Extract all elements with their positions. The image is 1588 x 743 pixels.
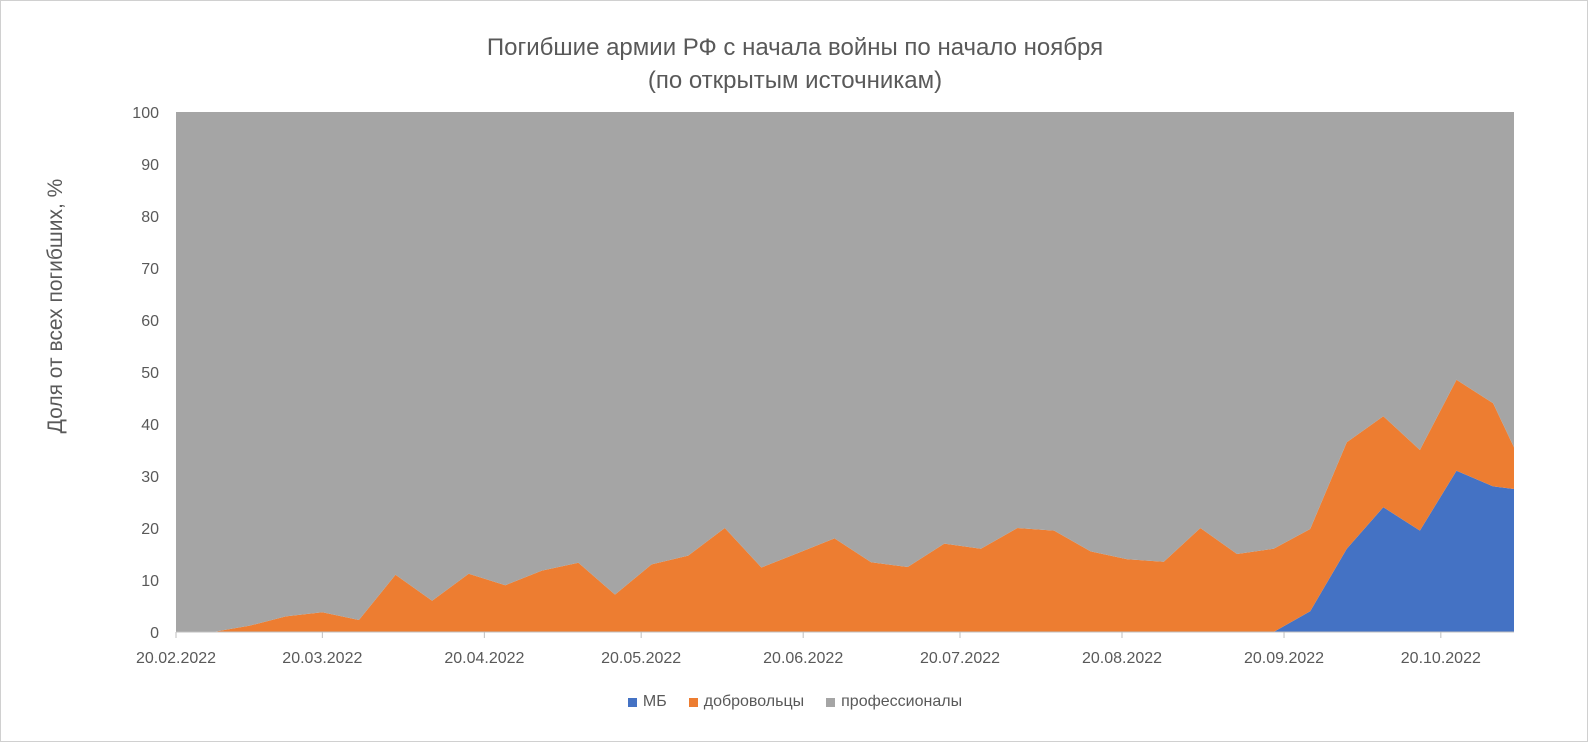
legend: МБ добровольцы профессионалы [1,693,1588,711]
y-tick-label: 60 [141,313,159,330]
legend-swatch-volunteers [688,697,698,707]
x-tick-label: 20.04.2022 [444,650,524,667]
y-tick-label: 100 [132,105,159,122]
x-tick-label: 20.09.2022 [1244,650,1324,667]
chart-title: Погибшие армии РФ с начала войны по нача… [486,34,1104,61]
chart-subtitle: (по открытым источникам) [647,67,943,94]
legend-item-volunteers: добровольцы [688,693,805,711]
y-tick-label: 80 [141,209,159,226]
y-tick-label: 30 [141,469,159,486]
area-mb [176,470,1514,632]
y-tick-label: 70 [141,261,159,278]
area-layers [176,112,1514,632]
legend-swatch-mb [627,697,637,707]
y-tick-label: 20 [141,521,159,538]
legend-label-volunteers: добровольцы [703,693,805,710]
y-tick-label: 0 [150,625,159,642]
legend-swatch-professionals [826,697,836,707]
y-tick-label: 40 [141,417,159,434]
y-tick-label: 90 [141,157,159,174]
x-tick-label: 20.02.2022 [136,650,216,667]
area-volunteers [176,379,1514,632]
x-tick-label: 20.07.2022 [920,650,1000,667]
x-tick-label: 20.08.2022 [1082,650,1162,667]
legend-item-mb: МБ [627,693,667,711]
legend-label-professionals: профессионалы [841,693,963,710]
axes: 0 10 20 30 40 50 60 70 80 90 100 20.02.2022 20.03.20… [132,105,1514,667]
y-tick-label: 10 [141,573,159,590]
x-tick-label: 20.03.2022 [282,650,362,667]
x-tick-label: 20.05.2022 [601,650,681,667]
x-tick-label: 20.06.2022 [763,650,843,667]
x-tick-label: 20.10.2022 [1401,650,1481,667]
legend-item-professionals: профессионалы [826,693,962,711]
legend-label-mb: МБ [642,693,667,710]
y-tick-label: 50 [141,365,159,382]
area-professionals [176,112,1514,632]
